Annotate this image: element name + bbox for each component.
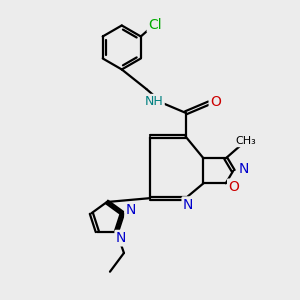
Text: N: N bbox=[116, 231, 126, 245]
Text: N: N bbox=[126, 203, 136, 217]
Text: NH: NH bbox=[145, 95, 164, 108]
Text: O: O bbox=[210, 94, 221, 109]
Text: O: O bbox=[228, 180, 239, 194]
Text: CH₃: CH₃ bbox=[235, 136, 256, 146]
Text: N: N bbox=[183, 198, 193, 212]
Text: Cl: Cl bbox=[148, 18, 162, 32]
Text: N: N bbox=[238, 162, 249, 176]
